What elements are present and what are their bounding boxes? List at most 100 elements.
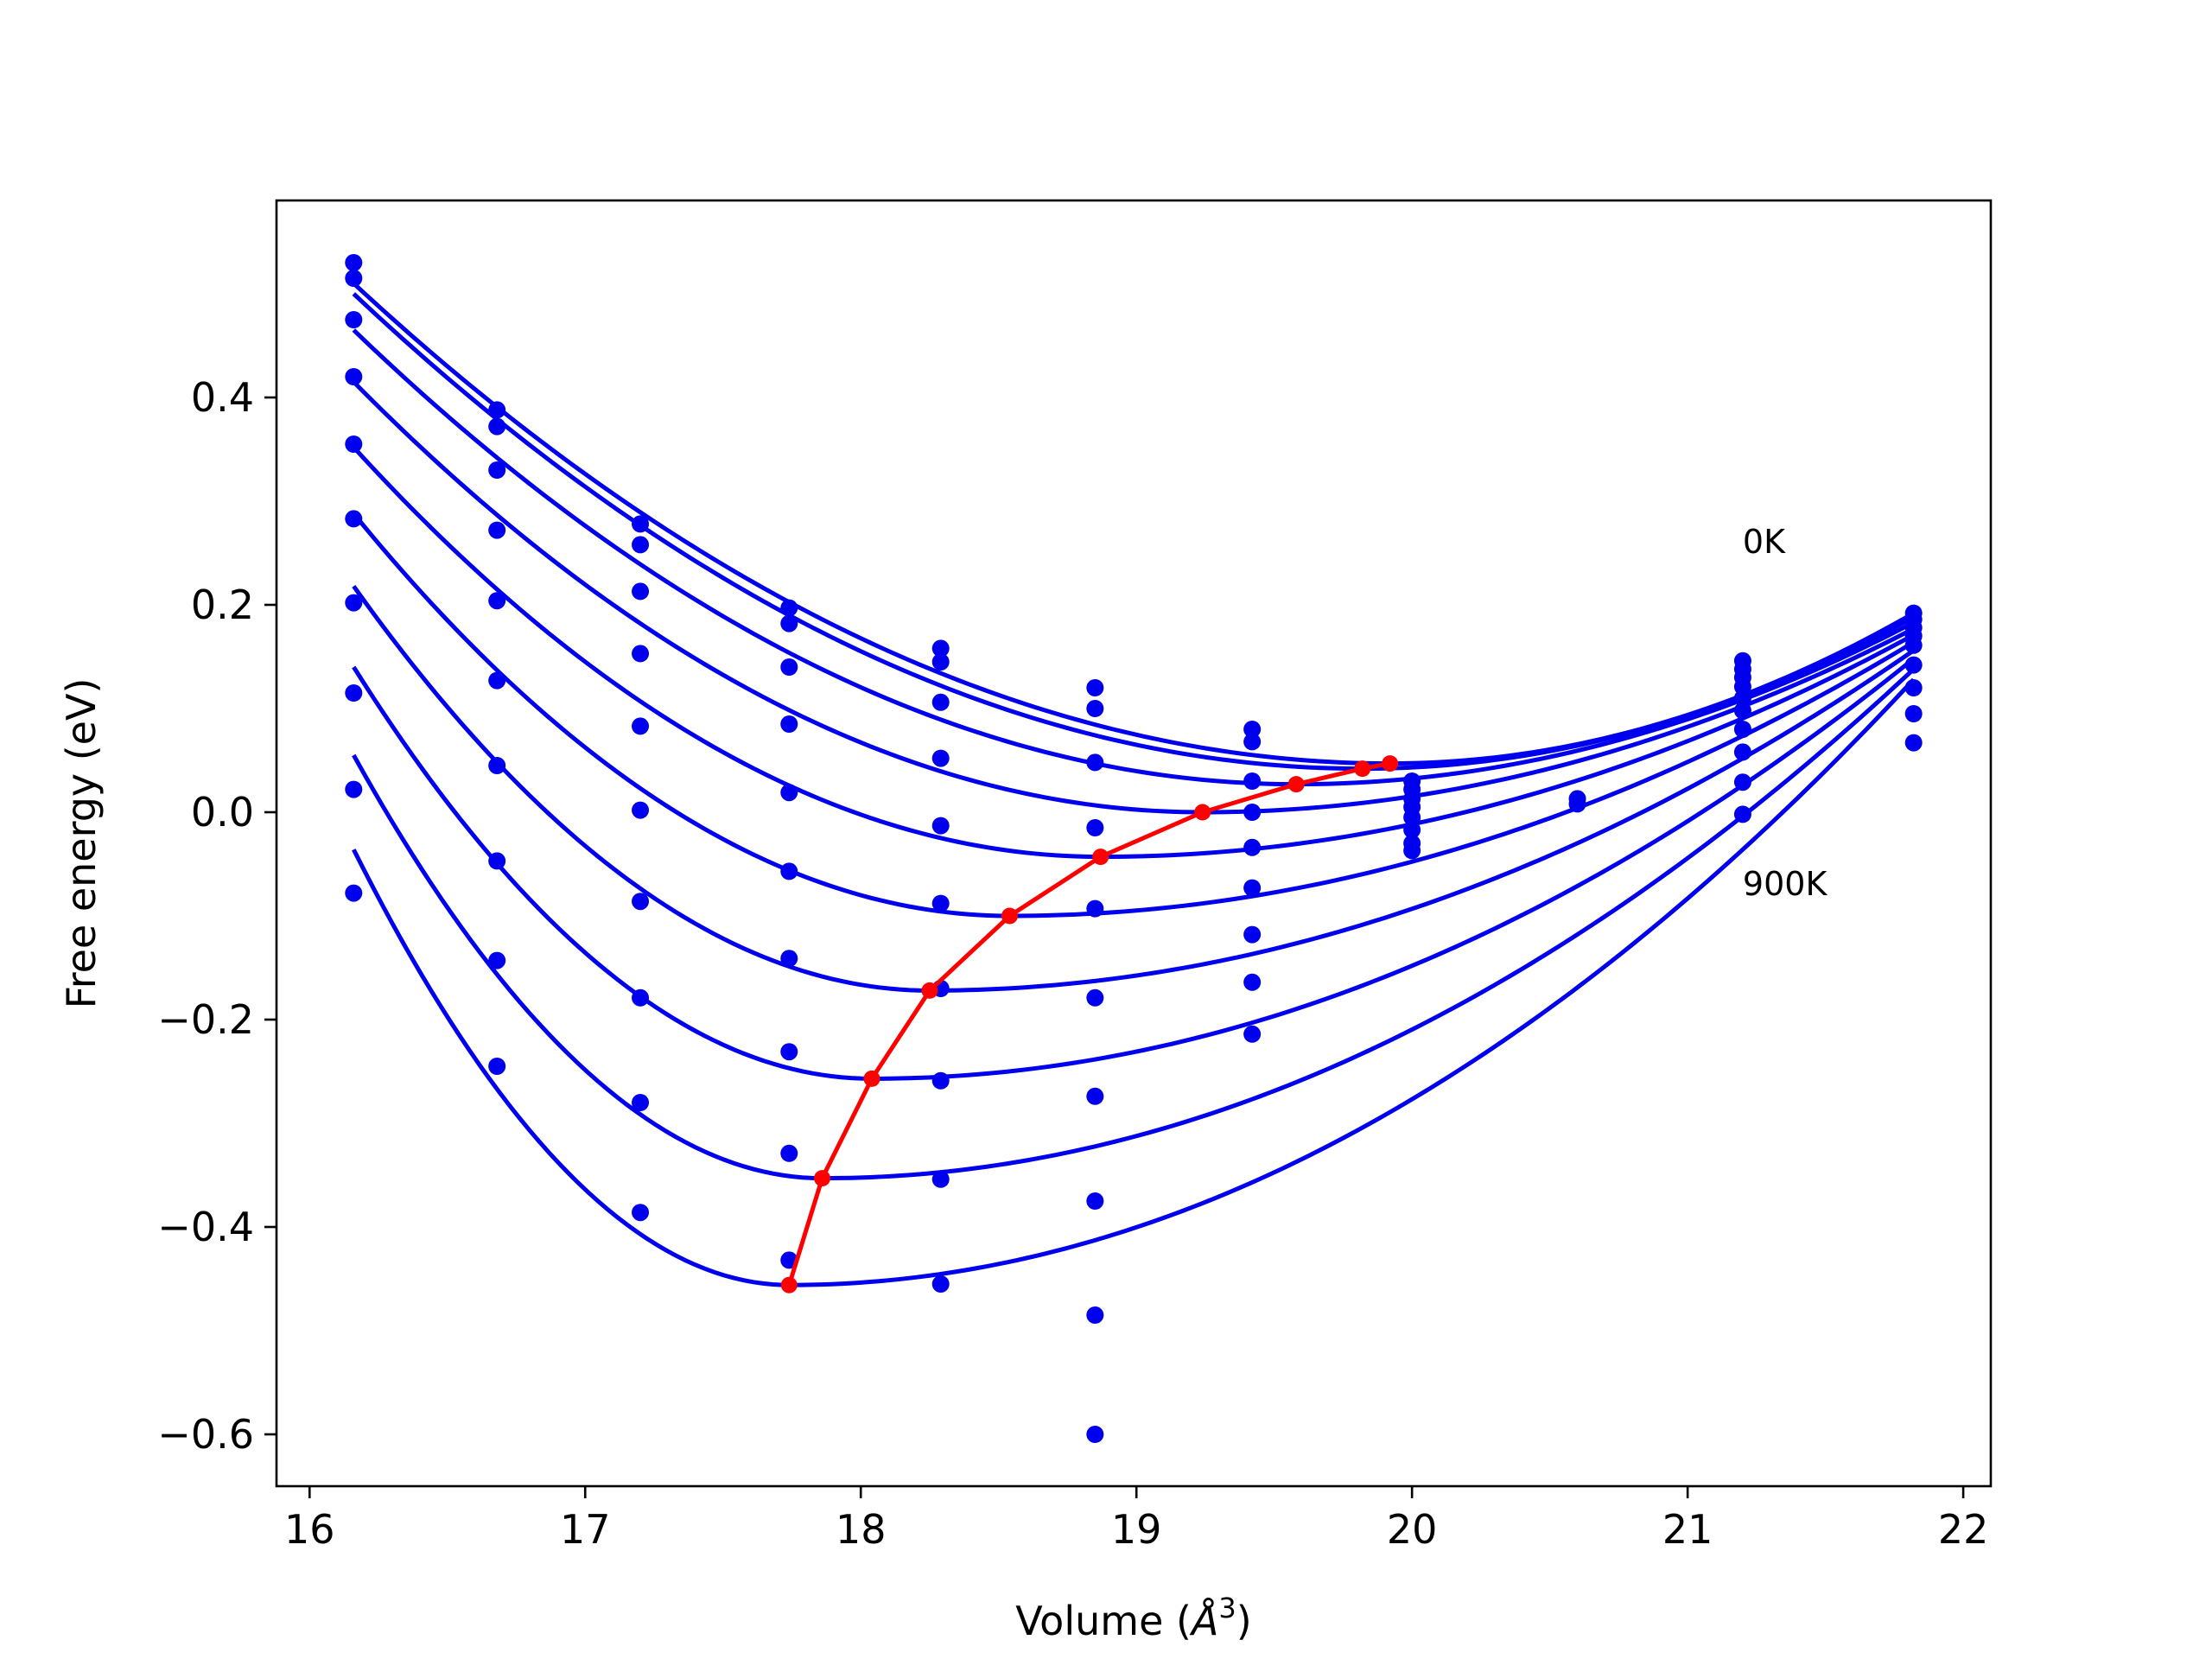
minimum-point-4 — [1001, 907, 1018, 925]
minimum-point-0 — [780, 1276, 798, 1294]
data-point-4-5 — [931, 894, 950, 912]
data-point-10-4 — [1904, 636, 1923, 654]
x-axis: 16 17 18 19 20 21 22 — [284, 1486, 1988, 1553]
data-point-1-3 — [488, 521, 506, 539]
data-point-8-1 — [1568, 795, 1586, 813]
minimum-point-5 — [1092, 849, 1109, 866]
data-point-5-7 — [1086, 1192, 1104, 1210]
data-point-1-9 — [488, 1058, 506, 1075]
x-tick-label-5: 21 — [1662, 1506, 1713, 1553]
data-point-2-2 — [632, 582, 650, 601]
data-point-0-0 — [345, 254, 363, 271]
data-point-10-5 — [1904, 656, 1923, 674]
annotations: 0K 900K — [1743, 523, 1828, 903]
fit-curve-2 — [352, 328, 1915, 787]
data-point-6-7 — [1243, 973, 1262, 991]
data-point-5-1 — [1086, 700, 1104, 717]
data-point-3-4 — [780, 784, 798, 802]
data-point-9-9 — [1733, 805, 1751, 823]
data-point-5-5 — [1086, 988, 1104, 1007]
x-tick-label-1: 17 — [560, 1506, 611, 1553]
data-point-3-0 — [780, 599, 798, 617]
fit-curve-9 — [352, 677, 1916, 1287]
data-point-4-7 — [931, 1071, 950, 1090]
data-point-4-2 — [931, 693, 950, 711]
x-tick-label-3: 19 — [1111, 1506, 1162, 1553]
x-axis-label-close: ) — [1236, 1598, 1252, 1644]
data-point-5-8 — [1086, 1306, 1104, 1324]
x-axis-label-unit: Å — [1189, 1598, 1218, 1644]
data-point-1-7 — [488, 852, 506, 870]
data-point-0-6 — [345, 594, 363, 612]
data-point-4-9 — [931, 1275, 950, 1293]
annotation-1: 900K — [1743, 865, 1828, 903]
minimum-path-line — [786, 761, 1391, 1286]
fit-curve-1 — [352, 292, 1915, 772]
data-point-0-4 — [345, 435, 363, 453]
data-point-1-0 — [488, 401, 506, 419]
data-point-2-4 — [632, 717, 650, 735]
data-point-10-8 — [1904, 734, 1923, 752]
data-point-4-4 — [931, 817, 950, 835]
data-point-9-8 — [1733, 773, 1751, 791]
data-point-5-2 — [1086, 753, 1104, 772]
data-point-4-8 — [931, 1170, 950, 1188]
data-point-6-8 — [1243, 1025, 1262, 1043]
data-point-7-7 — [1403, 842, 1421, 860]
y-tick-label-0: −0.6 — [157, 1411, 254, 1458]
minimum-point-3 — [921, 982, 938, 999]
data-point-3-2 — [780, 658, 798, 676]
x-axis-label-main: Volume ( — [1015, 1598, 1192, 1644]
data-point-3-6 — [780, 950, 798, 968]
data-point-1-4 — [488, 592, 506, 610]
data-point-3-5 — [780, 862, 798, 880]
data-point-5-9 — [1086, 1426, 1104, 1443]
minimum-point-8 — [1354, 760, 1371, 778]
data-point-9-4 — [1733, 690, 1751, 707]
minimum-point-2 — [863, 1070, 880, 1087]
fit-curve-6 — [352, 584, 1916, 993]
y-tick-label-5: 0.4 — [191, 374, 254, 421]
data-point-1-2 — [488, 461, 506, 479]
data-point-7-4 — [1403, 809, 1421, 826]
data-point-7-5 — [1403, 821, 1421, 839]
data-point-6-2 — [1243, 772, 1262, 790]
plot-frame — [275, 199, 1993, 1488]
annotation-0: 0K — [1743, 523, 1786, 561]
data-point-4-0 — [931, 639, 950, 658]
data-point-1-5 — [488, 671, 506, 690]
data-point-6-5 — [1243, 879, 1262, 897]
x-axis-label: Volume (Å3) — [1015, 1592, 1251, 1644]
y-axis: −0.6 −0.4 −0.2 0.0 0.2 0.4 — [157, 374, 276, 1458]
data-point-2-3 — [632, 645, 650, 663]
fit-curve-8 — [352, 667, 1916, 1181]
data-point-5-0 — [1086, 679, 1104, 696]
data-point-9-5 — [1733, 702, 1751, 720]
data-point-6-3 — [1243, 804, 1262, 821]
data-point-4-3 — [931, 749, 950, 767]
data-point-4-1 — [931, 653, 950, 671]
data-point-2-7 — [632, 988, 650, 1007]
data-point-2-8 — [632, 1094, 650, 1111]
minimum-point-7 — [1287, 776, 1305, 793]
data-point-6-1 — [1243, 733, 1262, 751]
data-point-9-6 — [1733, 721, 1751, 738]
data-point-10-6 — [1904, 679, 1923, 696]
data-point-5-4 — [1086, 899, 1104, 918]
data-point-0-7 — [345, 684, 363, 702]
y-tick-label-4: 0.2 — [191, 582, 254, 628]
data-point-6-0 — [1243, 721, 1262, 738]
data-point-0-9 — [345, 884, 363, 902]
data-point-6-4 — [1243, 838, 1262, 856]
data-point-3-7 — [780, 1043, 798, 1061]
data-point-3-1 — [780, 614, 798, 632]
minimum-point-9 — [1382, 755, 1399, 772]
x-tick-label-0: 16 — [284, 1506, 335, 1553]
fit-curve-4 — [352, 445, 1915, 860]
data-point-3-3 — [780, 715, 798, 733]
minimum-path — [780, 755, 1399, 1294]
data-point-3-8 — [780, 1144, 798, 1162]
data-point-0-8 — [345, 780, 363, 798]
y-tick-label-3: 0.0 — [191, 789, 254, 836]
